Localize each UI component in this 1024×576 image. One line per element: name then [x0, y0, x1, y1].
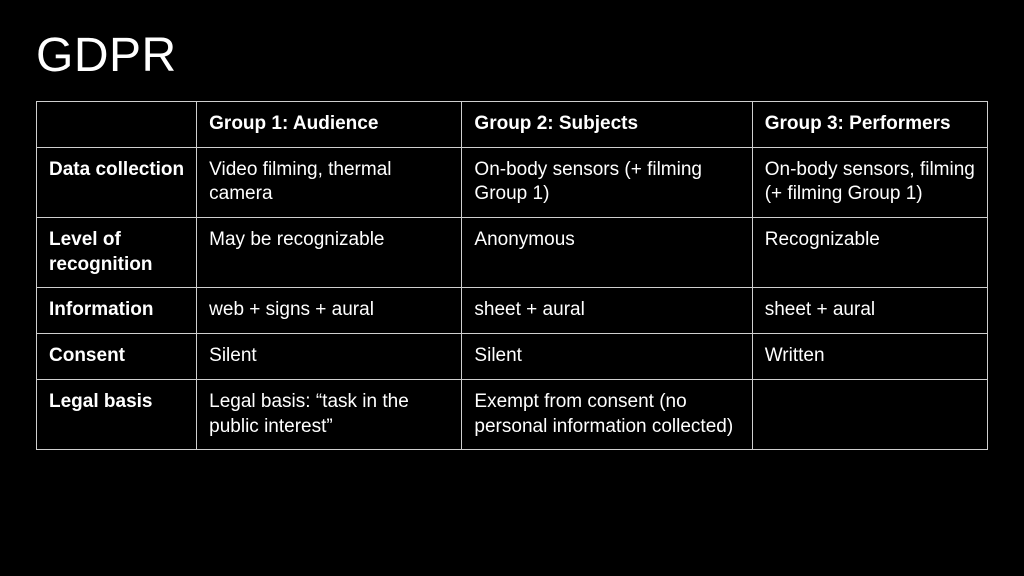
cell: Silent: [462, 334, 752, 380]
col-header-group1: Group 1: Audience: [197, 102, 462, 148]
cell: May be recognizable: [197, 218, 462, 288]
cell: Written: [752, 334, 987, 380]
table-row: Data collection Video filming, thermal c…: [37, 147, 988, 217]
row-label: Information: [37, 288, 197, 334]
table-row: Information web + signs + aural sheet + …: [37, 288, 988, 334]
col-header-group2: Group 2: Subjects: [462, 102, 752, 148]
row-label: Data collection: [37, 147, 197, 217]
cell: On-body sensors, filming (+ filming Grou…: [752, 147, 987, 217]
cell: Silent: [197, 334, 462, 380]
cell: [752, 379, 987, 449]
cell: sheet + aural: [462, 288, 752, 334]
cell: Exempt from consent (no personal informa…: [462, 379, 752, 449]
cell: On-body sensors (+ filming Group 1): [462, 147, 752, 217]
table-row: Level of recognition May be recognizable…: [37, 218, 988, 288]
cell: Recognizable: [752, 218, 987, 288]
page-title: GDPR: [36, 28, 988, 83]
cell: sheet + aural: [752, 288, 987, 334]
gdpr-table: Group 1: Audience Group 2: Subjects Grou…: [36, 101, 988, 450]
cell: web + signs + aural: [197, 288, 462, 334]
cell: Anonymous: [462, 218, 752, 288]
table-row: Consent Silent Silent Written: [37, 334, 988, 380]
table-row: Legal basis Legal basis: “task in the pu…: [37, 379, 988, 449]
cell: Video filming, thermal camera: [197, 147, 462, 217]
row-label: Consent: [37, 334, 197, 380]
row-label: Legal basis: [37, 379, 197, 449]
cell: Legal basis: “task in the public interes…: [197, 379, 462, 449]
col-header-blank: [37, 102, 197, 148]
row-label: Level of recognition: [37, 218, 197, 288]
col-header-group3: Group 3: Performers: [752, 102, 987, 148]
table-header-row: Group 1: Audience Group 2: Subjects Grou…: [37, 102, 988, 148]
slide: GDPR Group 1: Audience Group 2: Subjects…: [0, 0, 1024, 576]
